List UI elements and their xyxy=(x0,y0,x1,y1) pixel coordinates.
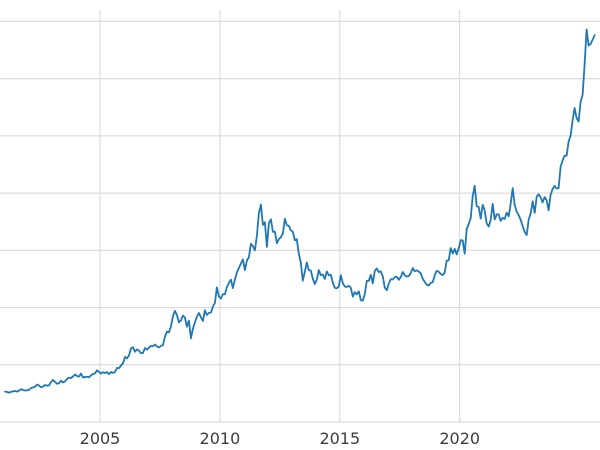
x-tick-label: 2020 xyxy=(439,429,480,448)
data-series-path xyxy=(4,28,596,394)
x-tick-label: 2015 xyxy=(319,429,360,448)
series-line xyxy=(4,28,596,394)
x-axis-tick-labels: 2005 2010 2015 2020 xyxy=(80,429,480,448)
gridlines xyxy=(0,10,600,423)
x-tick-label: 2010 xyxy=(200,429,241,448)
x-tick-label: 2005 xyxy=(80,429,121,448)
